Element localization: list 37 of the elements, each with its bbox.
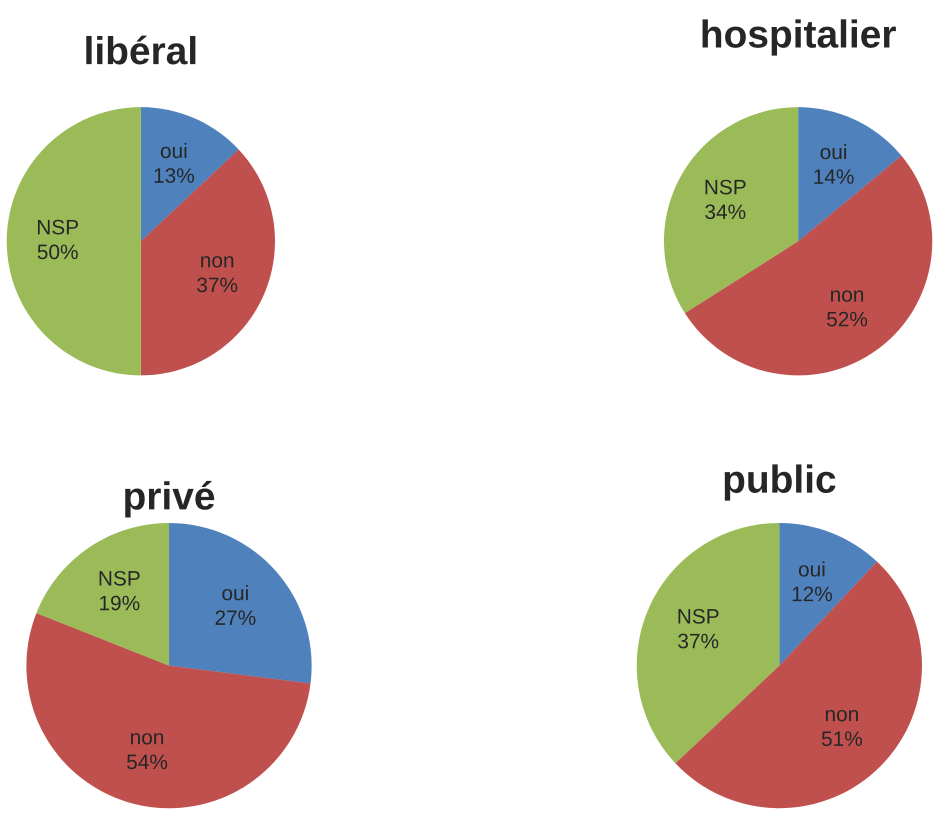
pie-slice: [169, 522, 312, 684]
slice-label: non: [201, 256, 234, 268]
pie-slice: [664, 107, 798, 314]
pie-slice: [6, 107, 141, 376]
chart-title: hospitalier: [702, 19, 896, 56]
data-label: 12%: [792, 586, 832, 602]
chart-title: privé: [125, 480, 214, 518]
data-label: 13%: [154, 168, 194, 183]
pie-slice: [798, 107, 902, 242]
data-label: 37%: [678, 634, 718, 648]
slice-label: oui: [820, 144, 846, 160]
data-label: 14%: [814, 169, 854, 184]
pie-slice: [636, 522, 780, 764]
data-label: 50%: [38, 244, 78, 260]
pie-slice: [675, 562, 922, 808]
data-label: 54%: [127, 754, 168, 770]
chart-title: public: [724, 464, 836, 501]
slice-label: oui: [222, 585, 248, 600]
slice-label: NSP: [38, 220, 78, 235]
pie-slice: [779, 522, 878, 666]
pie-slice: [36, 522, 170, 666]
data-label: 34%: [705, 204, 746, 220]
data-label: 37%: [197, 278, 238, 292]
slice-label: NSP: [706, 180, 746, 194]
slice-label: NSP: [678, 608, 719, 624]
data-label: 51%: [822, 731, 862, 746]
slice-label: non: [826, 710, 858, 722]
data-label: 52%: [827, 312, 868, 327]
slice-label: non: [131, 733, 164, 744]
data-label: 19%: [100, 596, 140, 610]
pie-slice: [140, 107, 239, 242]
slice-label: non: [831, 290, 864, 302]
slice-label: oui: [160, 142, 186, 158]
chart-title: libéral: [86, 36, 196, 65]
data-label: 27%: [216, 610, 256, 625]
slice-label: NSP: [100, 570, 140, 586]
slice-label: oui: [798, 561, 824, 577]
